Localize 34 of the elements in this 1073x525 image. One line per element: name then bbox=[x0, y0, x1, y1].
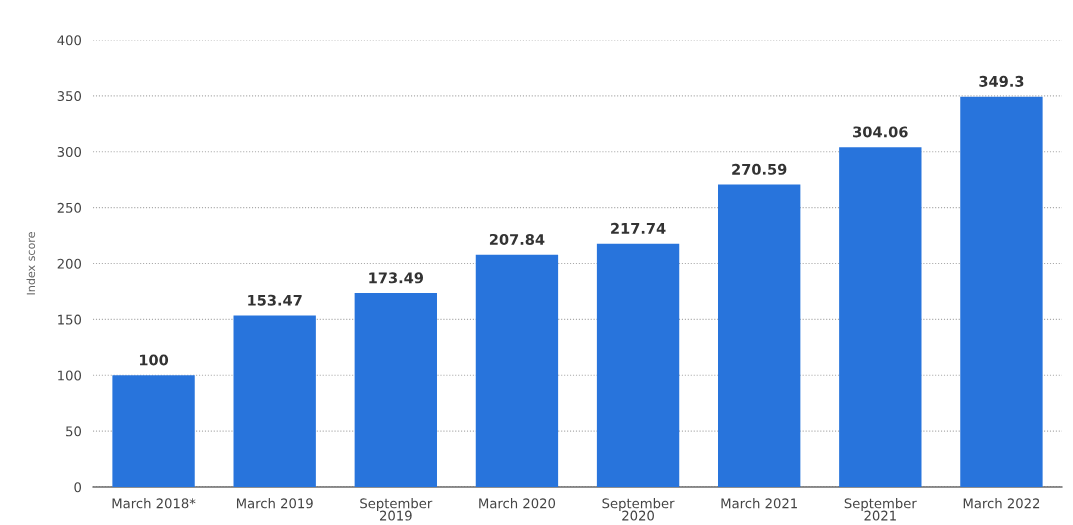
y-tick-label: 350 bbox=[57, 91, 82, 102]
y-tick-label: 400 bbox=[57, 35, 82, 46]
data-label: 270.59 bbox=[732, 163, 787, 175]
x-tick-label: September 2020 bbox=[602, 498, 675, 521]
x-tick-label: September 2019 bbox=[360, 498, 433, 521]
y-tick-label: 0 bbox=[74, 482, 82, 493]
bar bbox=[960, 96, 1043, 487]
x-tick-label: September 2021 bbox=[844, 498, 917, 521]
y-tick-label: 300 bbox=[57, 146, 82, 157]
x-tick-label: March 2018* bbox=[112, 498, 196, 509]
data-label: 304.06 bbox=[853, 126, 908, 138]
y-axis-title: Index score bbox=[26, 232, 36, 295]
bar bbox=[596, 243, 680, 487]
data-label: 217.74 bbox=[611, 222, 666, 234]
data-label: 207.84 bbox=[489, 233, 545, 245]
x-tick-label: March 2021 bbox=[721, 498, 797, 509]
y-tick-label: 150 bbox=[58, 314, 82, 325]
data-label: 153.47 bbox=[248, 294, 302, 306]
bar bbox=[839, 147, 922, 487]
data-label: 100 bbox=[139, 354, 169, 366]
x-tick-label: March 2020 bbox=[479, 498, 556, 509]
x-tick-label: March 2019 bbox=[236, 498, 313, 509]
y-tick-label: 100 bbox=[58, 370, 82, 381]
x-tick-label: March 2022 bbox=[963, 498, 1040, 509]
bar bbox=[112, 375, 195, 487]
bar bbox=[475, 254, 559, 487]
y-tick-label: 50 bbox=[66, 426, 82, 437]
bar bbox=[354, 293, 437, 487]
bar bbox=[718, 184, 801, 487]
bar bbox=[233, 315, 316, 487]
data-label: 349.3 bbox=[979, 75, 1024, 87]
y-tick-label: 200 bbox=[57, 258, 82, 269]
data-label: 173.49 bbox=[369, 272, 424, 284]
y-tick-label: 250 bbox=[57, 202, 82, 213]
